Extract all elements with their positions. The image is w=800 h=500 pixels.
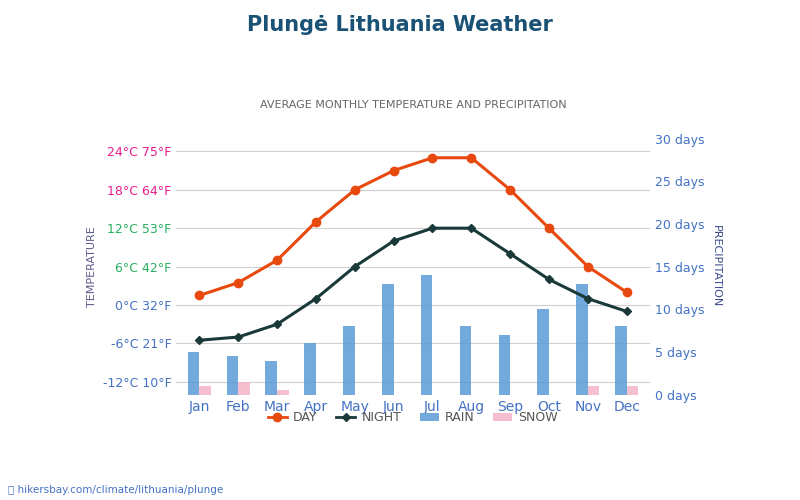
Bar: [266, 360, 277, 394]
Bar: [382, 284, 394, 395]
Title: AVERAGE MONTHLY TEMPERATURE AND PRECIPITATION: AVERAGE MONTHLY TEMPERATURE AND PRECIPIT…: [260, 100, 566, 110]
Bar: [615, 326, 626, 394]
Bar: [588, 386, 599, 394]
Bar: [343, 326, 355, 394]
Bar: [188, 352, 199, 395]
Bar: [304, 344, 316, 394]
Bar: [626, 386, 638, 394]
Bar: [199, 386, 211, 394]
Bar: [226, 356, 238, 395]
Y-axis label: TEMPERATURE: TEMPERATURE: [87, 226, 97, 307]
Bar: [460, 326, 471, 394]
Bar: [576, 284, 588, 395]
Text: 🌐 hikersbay.com/climate/lithuania/plunge: 🌐 hikersbay.com/climate/lithuania/plunge: [8, 485, 223, 495]
Y-axis label: PRECIPITATION: PRECIPITATION: [711, 226, 721, 308]
Bar: [238, 382, 250, 394]
Bar: [498, 335, 510, 394]
Bar: [277, 390, 289, 394]
Bar: [538, 310, 549, 394]
Text: Plungė Lithuania Weather: Plungė Lithuania Weather: [247, 15, 553, 35]
Bar: [421, 275, 433, 394]
Legend: DAY, NIGHT, RAIN, SNOW: DAY, NIGHT, RAIN, SNOW: [263, 406, 563, 430]
